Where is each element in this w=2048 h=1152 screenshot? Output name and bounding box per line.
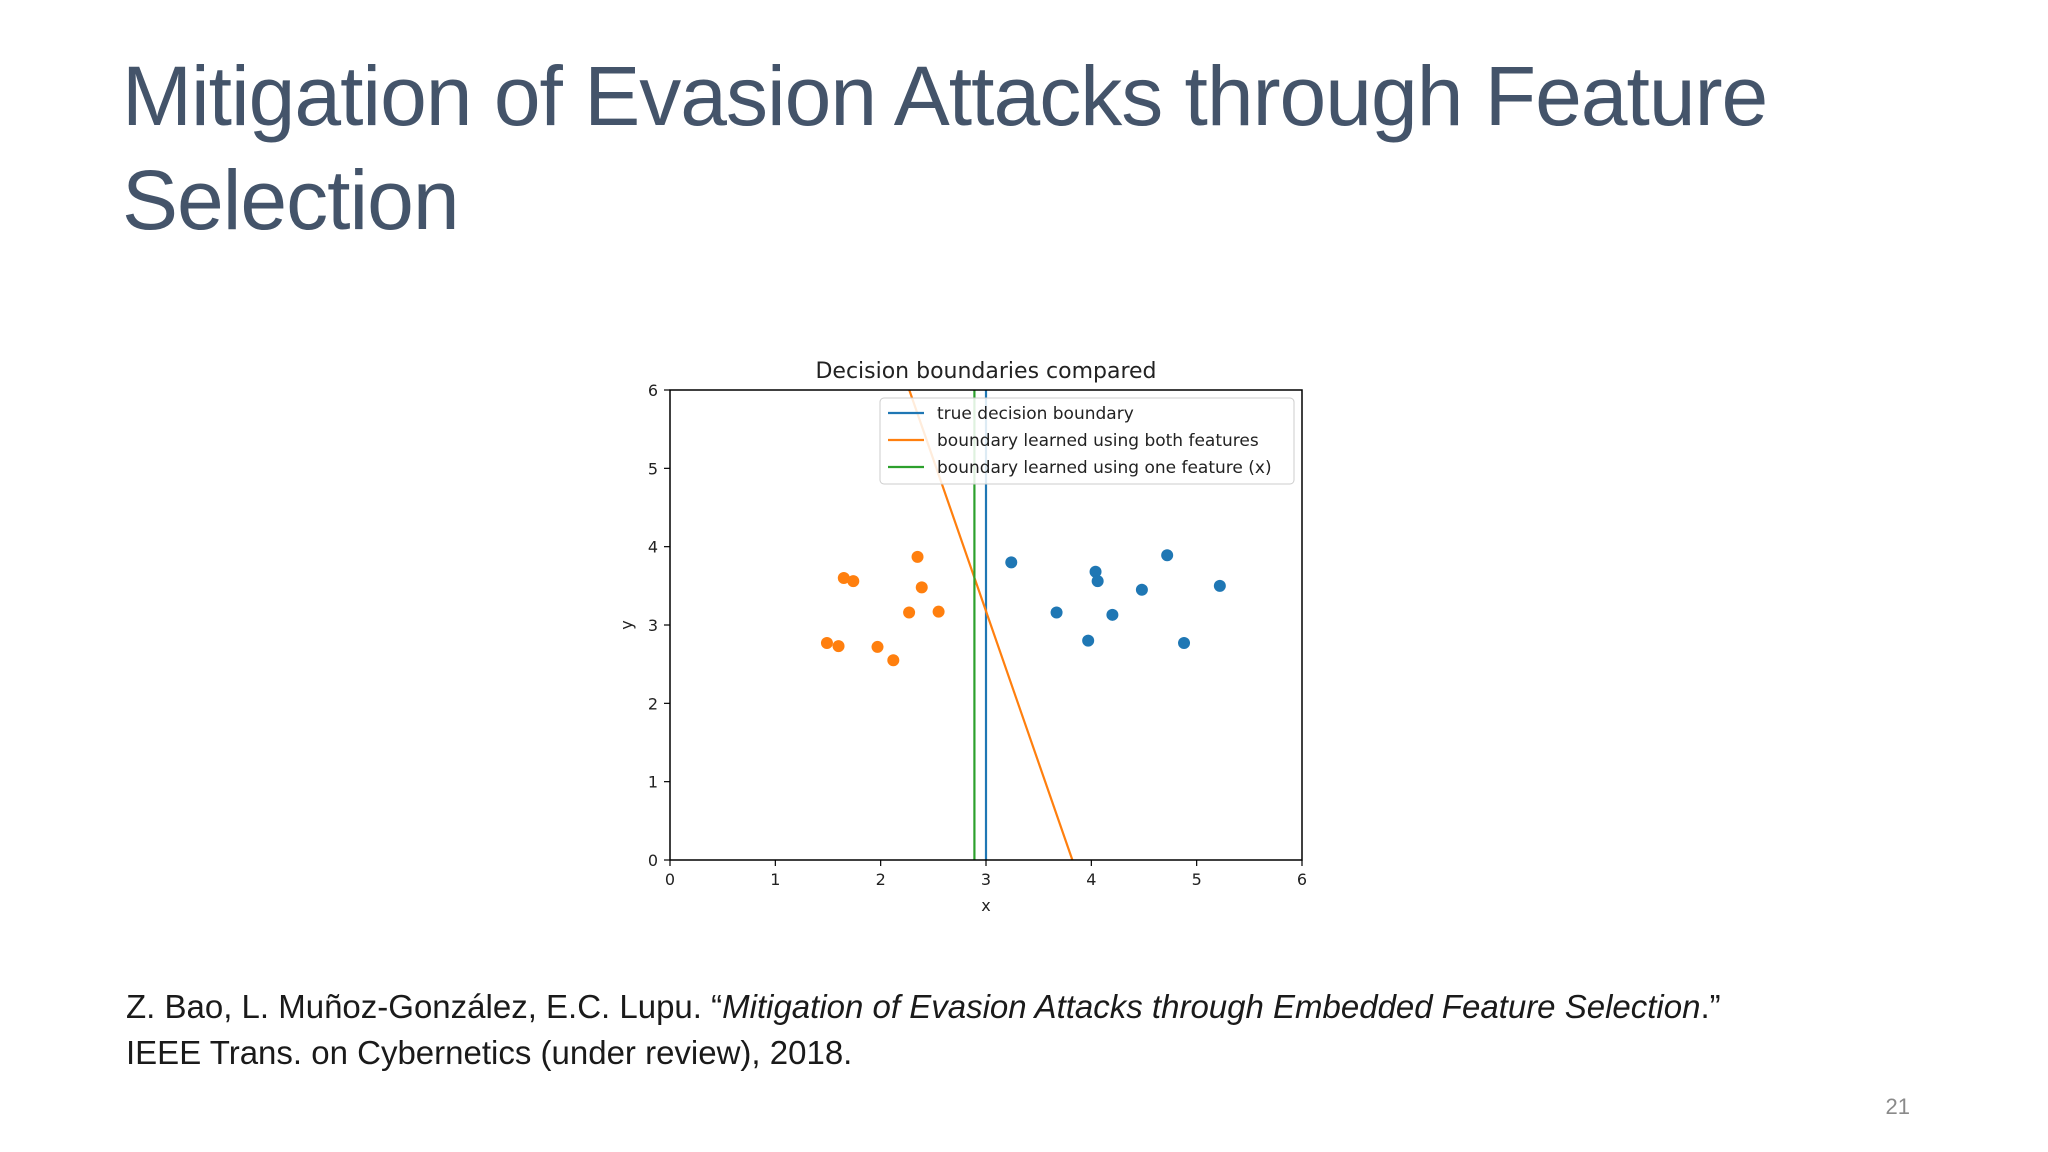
data-point-1-10 xyxy=(932,605,945,618)
data-point-2-6 xyxy=(1106,608,1119,621)
x-tick-label: 6 xyxy=(1297,870,1307,889)
data-point-1-6 xyxy=(887,654,900,667)
x-tick-label: 5 xyxy=(1192,870,1202,889)
slide-title-line-2: Selection xyxy=(122,153,460,247)
data-point-1-4 xyxy=(847,575,860,588)
data-point-2-1 xyxy=(1005,556,1018,569)
x-tick-label: 1 xyxy=(770,870,780,889)
citation-line-1: Z. Bao, L. Muñoz-González, E.C. Lupu. “M… xyxy=(126,984,1721,1030)
legend-label-1: true decision boundary xyxy=(937,404,1134,424)
data-point-1-7 xyxy=(903,606,916,619)
data-point-1-1 xyxy=(820,637,833,650)
legend-label-3: boundary learned using one feature (x) xyxy=(937,458,1272,478)
y-tick-label: 0 xyxy=(648,851,658,870)
data-point-2-4 xyxy=(1089,565,1102,578)
x-tick-label: 2 xyxy=(876,870,886,889)
y-tick-label: 5 xyxy=(648,459,658,478)
page-number: 21 xyxy=(1885,1094,1910,1119)
data-point-1-9 xyxy=(915,581,928,594)
data-point-2-3 xyxy=(1082,634,1095,647)
data-point-2-2 xyxy=(1050,606,1063,619)
y-tick-label: 3 xyxy=(648,616,658,635)
citation-paper-title: Mitigation of Evasion Attacks through Em… xyxy=(722,988,1701,1025)
y-tick-label: 4 xyxy=(648,538,658,557)
data-point-2-5 xyxy=(1091,575,1104,588)
y-tick-label: 6 xyxy=(648,381,658,400)
y-tick-label: 2 xyxy=(648,694,658,713)
data-point-1-3 xyxy=(837,572,850,584)
citation-title-end: .” xyxy=(1700,988,1721,1025)
y-axis-ticks: 0 1 2 3 4 5 6 xyxy=(648,381,670,870)
chart-legend: true decision boundary boundary learned u… xyxy=(879,397,1295,485)
legend-box xyxy=(879,397,1295,485)
chart-title: Decision boundaries compared xyxy=(815,359,1156,384)
citation: Z. Bao, L. Muñoz-González, E.C. Lupu. “M… xyxy=(126,984,1721,1076)
data-points xyxy=(820,549,1226,667)
data-point-2-9 xyxy=(1178,637,1191,650)
x-tick-label: 4 xyxy=(1086,870,1096,889)
citation-authors: Z. Bao, L. Muñoz-González, E.C. Lupu. “ xyxy=(126,988,723,1025)
x-tick-label: 0 xyxy=(665,870,675,889)
x-tick-label: 3 xyxy=(981,870,991,889)
x-axis-ticks: 0 1 2 3 4 5 6 xyxy=(665,860,1307,889)
data-point-2-10 xyxy=(1213,579,1226,592)
data-point-1-5 xyxy=(871,640,884,653)
y-tick-label: 1 xyxy=(648,773,658,792)
slide-title: Mitigation of Evasion Attacks through Fe… xyxy=(122,44,1922,252)
y-axis-label: y xyxy=(617,620,636,629)
data-point-2-8 xyxy=(1161,549,1174,562)
citation-venue: IEEE Trans. on Cybernetics (under review… xyxy=(126,1034,853,1071)
data-point-1-2 xyxy=(832,640,845,653)
data-point-2-7 xyxy=(1135,583,1148,596)
slide-title-line-1: Mitigation of Evasion Attacks through Fe… xyxy=(122,49,1768,143)
x-axis-label: x xyxy=(981,896,990,915)
legend-label-2: boundary learned using both features xyxy=(937,431,1259,451)
data-point-1-8 xyxy=(911,550,924,563)
